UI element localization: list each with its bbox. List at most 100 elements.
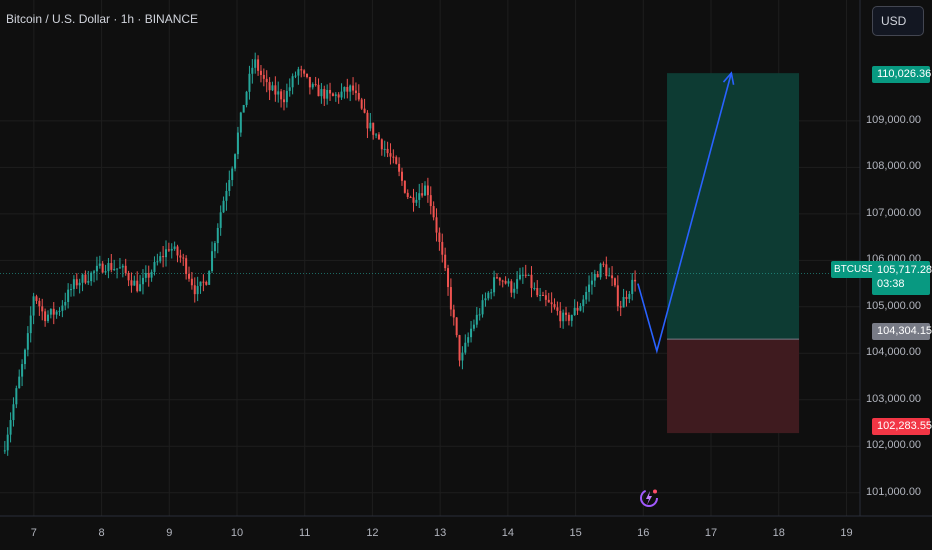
candle	[188, 266, 191, 282]
candle	[585, 286, 588, 304]
candle	[228, 170, 231, 197]
candle	[398, 157, 401, 177]
candle	[84, 270, 87, 285]
candlestick-series	[3, 52, 637, 456]
candle	[513, 282, 516, 299]
candle	[346, 78, 349, 99]
candle	[426, 177, 429, 203]
candle	[406, 189, 409, 200]
candle	[127, 270, 130, 287]
candle	[447, 264, 450, 296]
candle	[467, 332, 470, 347]
candle	[383, 140, 386, 157]
candle	[162, 246, 165, 268]
candle	[46, 310, 50, 324]
candle	[41, 298, 44, 321]
candle	[495, 273, 498, 279]
entry-price-label: 104,304.15	[872, 323, 932, 340]
candle	[248, 65, 251, 100]
candle	[121, 263, 124, 278]
time-tick-label: 19	[840, 527, 853, 539]
candle	[547, 292, 550, 303]
candle	[334, 92, 337, 102]
candle	[58, 307, 61, 316]
candle	[282, 89, 285, 111]
candle	[110, 253, 113, 273]
candle	[352, 77, 355, 95]
candle	[173, 241, 176, 251]
price-tick-label: 103,000.00	[866, 392, 922, 405]
candle	[176, 244, 179, 263]
candle	[9, 412, 12, 443]
candle	[418, 183, 421, 209]
candle	[205, 280, 208, 286]
candle	[265, 70, 268, 93]
loss-zone[interactable]	[667, 339, 800, 434]
candle	[400, 167, 403, 186]
candle	[26, 326, 29, 357]
candle	[147, 265, 150, 287]
candle	[72, 275, 75, 297]
candle	[136, 271, 139, 293]
price-tick-label: 104,000.00	[866, 346, 922, 359]
candle	[628, 291, 631, 304]
candle	[613, 277, 616, 288]
candle	[167, 242, 170, 252]
projection-arrow[interactable]	[637, 71, 735, 354]
profit-zone[interactable]	[667, 73, 800, 340]
candle	[32, 292, 35, 325]
projection-arrowhead	[722, 71, 735, 85]
candle	[608, 267, 611, 277]
candle	[196, 276, 199, 302]
candle	[605, 256, 608, 280]
time-tick-label: 8	[98, 527, 105, 539]
candle	[421, 183, 424, 198]
candle	[133, 275, 136, 286]
candle	[211, 241, 214, 274]
candle	[475, 306, 478, 328]
candle	[553, 298, 556, 310]
tradingview-logo-icon[interactable]	[638, 487, 660, 509]
candle	[277, 81, 280, 103]
candle	[234, 153, 237, 172]
candle	[556, 301, 559, 316]
candle	[550, 292, 553, 313]
candle	[259, 65, 262, 83]
candle	[375, 132, 378, 139]
candle	[231, 166, 234, 187]
candle	[527, 274, 530, 276]
candle	[93, 269, 96, 283]
candle	[104, 264, 107, 275]
stop-price-label: 102,283.55	[872, 418, 932, 435]
candle	[6, 427, 9, 456]
time-tick-label: 13	[434, 527, 447, 539]
time-tick-label: 17	[704, 527, 718, 539]
candle	[29, 306, 32, 343]
candle	[507, 278, 510, 287]
candle	[452, 304, 455, 326]
candle	[441, 233, 444, 263]
currency-button[interactable]: USD	[872, 6, 924, 36]
candle	[481, 294, 484, 318]
candle	[559, 302, 562, 328]
candle	[562, 309, 565, 329]
candle	[403, 180, 406, 194]
price-tick-label: 102,000.00	[866, 439, 922, 452]
candle	[271, 81, 274, 92]
time-tick-label: 10	[230, 527, 244, 539]
candle	[116, 268, 119, 279]
candle	[619, 300, 622, 317]
long-position-zones[interactable]	[667, 73, 800, 434]
candle	[593, 269, 596, 288]
candle	[438, 227, 441, 251]
candle	[239, 111, 242, 137]
candle	[297, 66, 300, 85]
projection-line[interactable]	[637, 72, 733, 354]
candle	[179, 249, 182, 263]
candle	[487, 291, 490, 301]
candle	[409, 195, 412, 198]
candle	[251, 59, 254, 84]
price-tick-label: 108,000.00	[866, 160, 922, 173]
candle	[113, 259, 116, 272]
